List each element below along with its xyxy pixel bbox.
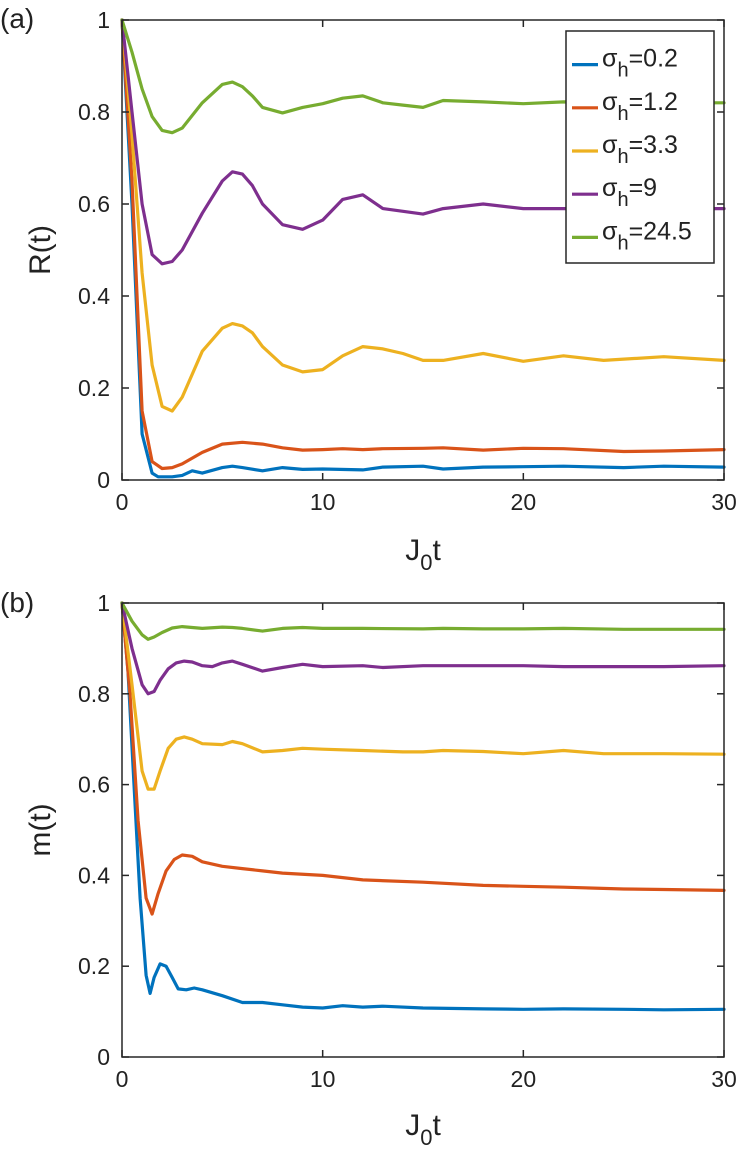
x-axis-title-sub: 0 (420, 550, 432, 575)
legend-label-0: σh=0.2 (602, 45, 678, 82)
series-line-2 (120, 601, 726, 791)
legend-value: =0.2 (629, 45, 678, 73)
series-line-1 (120, 18, 726, 471)
y-tick-label: 0 (97, 1044, 110, 1070)
y-tick-label: 0.8 (78, 681, 110, 707)
y-tick-label: 0.6 (78, 191, 110, 217)
y-tick-label: 0.4 (78, 862, 110, 888)
x-axis-title-main: J (405, 1109, 420, 1142)
x-tick-label: 30 (711, 489, 737, 515)
series-line-3 (120, 18, 726, 266)
x-axis-title-suffix: t (432, 1109, 441, 1142)
legend-symbol: σ (602, 217, 618, 245)
y-tick-label: 0.2 (78, 953, 110, 979)
legend-value: =3.3 (629, 131, 678, 159)
legend-sub: h (617, 232, 628, 254)
x-tick-label: 30 (711, 1066, 737, 1092)
y-tick-label: 0 (97, 467, 110, 493)
y-tick-label: 0.2 (78, 375, 110, 401)
y-tick-label: 0.6 (78, 772, 110, 798)
x-tick-label: 0 (116, 1066, 129, 1092)
legend-value: =1.2 (629, 88, 678, 116)
legend: σh=0.2σh=1.2σh=3.3σh=9σh=24.5 (565, 30, 715, 264)
x-axis-title-main: J (405, 534, 420, 567)
x-tick-label: 20 (511, 1066, 537, 1092)
legend-sub: h (617, 60, 628, 82)
series-line-4 (120, 18, 726, 135)
legend-label-4: σh=24.5 (602, 217, 692, 254)
y-axis-title: R(t) (24, 225, 57, 275)
series-line-0 (120, 601, 726, 1012)
legend-label-3: σh=9 (602, 174, 657, 211)
x-tick-label: 10 (310, 1066, 336, 1092)
series-line-1 (120, 601, 726, 916)
legend-symbol: σ (602, 88, 618, 116)
legend-value: =24.5 (629, 217, 692, 245)
legend-symbol: σ (602, 131, 618, 159)
panel-label: (a) (0, 3, 34, 34)
panel-label: (b) (0, 587, 34, 618)
legend-value: =9 (629, 174, 658, 202)
series-line-3 (120, 601, 726, 696)
series-group (120, 601, 726, 1012)
series-line-2 (120, 18, 726, 413)
y-axis-title: m(t) (24, 803, 57, 856)
y-tick-label: 1 (97, 590, 110, 616)
legend-sub: h (617, 189, 628, 211)
x-tick-label: 20 (511, 489, 537, 515)
chart-panel-a: (a)0 10 20 3000.20.40.60.81R(t)J0tσh=0.2σh=… (0, 3, 737, 575)
legend-box (565, 30, 715, 264)
legend-symbol: σ (602, 45, 618, 73)
y-tick-label: 0.8 (78, 99, 110, 125)
x-axis-title-suffix: t (432, 534, 441, 567)
x-tick-label: 10 (310, 489, 336, 515)
y-tick-label: 0.4 (78, 283, 110, 309)
legend-sub: h (617, 146, 628, 168)
x-axis-title-sub: 0 (420, 1125, 432, 1150)
y-tick-label: 1 (97, 7, 110, 33)
axes-frame (121, 602, 725, 1058)
legend-symbol: σ (602, 174, 618, 202)
x-axis-title: J0t (405, 534, 441, 575)
x-axis-title: J0t (405, 1109, 441, 1150)
series-group (120, 18, 726, 479)
axes-frame (121, 19, 725, 481)
legend-sub: h (617, 103, 628, 125)
legend-label-1: σh=1.2 (602, 88, 678, 125)
series-line-0 (120, 18, 726, 479)
x-tick-label: 0 (116, 489, 129, 515)
legend-label-2: σh=3.3 (602, 131, 678, 168)
series-line-4 (120, 601, 726, 641)
